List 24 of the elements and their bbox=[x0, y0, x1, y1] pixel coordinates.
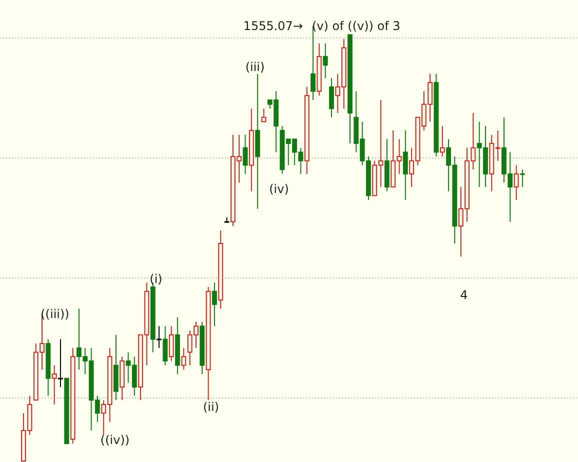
candlestick bbox=[520, 169, 525, 188]
annotation: (ii) bbox=[202, 400, 220, 414]
annotation: (iii) bbox=[245, 60, 265, 74]
annotation: ((iii)) bbox=[40, 307, 70, 321]
annotation: 4 bbox=[460, 288, 468, 302]
candlestick bbox=[322, 42, 328, 79]
candlestick bbox=[329, 78, 334, 118]
annotation: 1555.07→ bbox=[243, 19, 303, 33]
annotation: ((iv)) bbox=[100, 433, 130, 447]
candlestick bbox=[181, 347, 186, 370]
candlestick bbox=[58, 338, 63, 388]
annotation: (iv) bbox=[269, 182, 289, 196]
candlestick bbox=[514, 164, 519, 200]
candlestick bbox=[402, 130, 408, 200]
annotation: (i) bbox=[150, 272, 162, 286]
candlestick bbox=[440, 126, 445, 157]
annotation: (v) of ((v)) of 3 bbox=[312, 19, 400, 33]
candlestick bbox=[212, 282, 217, 327]
candlestick bbox=[156, 326, 162, 348]
candlestick bbox=[52, 364, 57, 405]
candlestick bbox=[168, 326, 174, 362]
candlestick bbox=[242, 134, 248, 174]
candlestick bbox=[162, 326, 168, 366]
candlestick bbox=[224, 216, 230, 223]
